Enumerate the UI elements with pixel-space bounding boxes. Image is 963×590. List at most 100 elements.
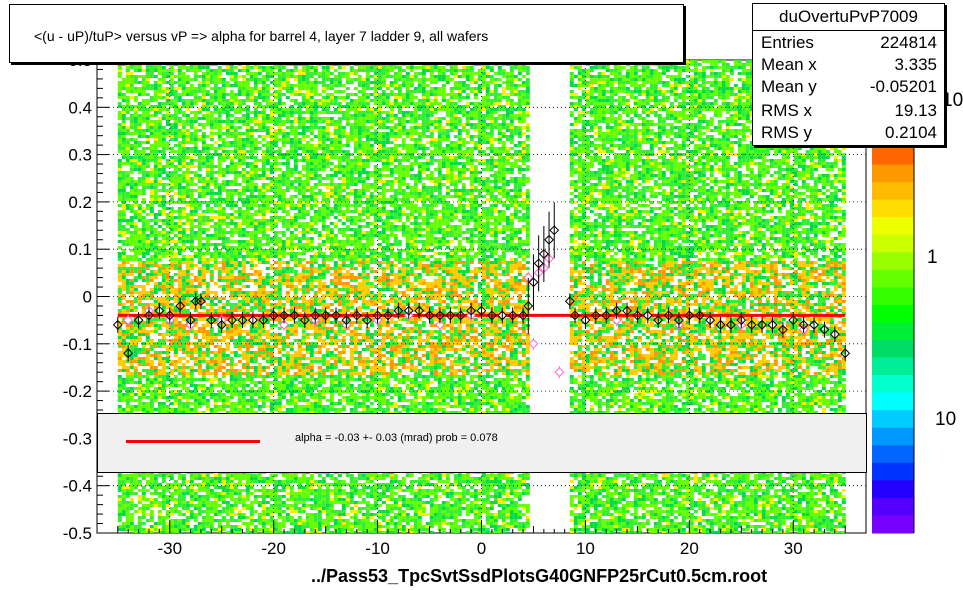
- heatmap-cell: [125, 480, 130, 483]
- heatmap-cell: [157, 249, 162, 252]
- heatmap-cell: [173, 165, 178, 168]
- heatmap-cell: [141, 276, 146, 279]
- heatmap-cell: [265, 222, 270, 225]
- heatmap-cell: [189, 279, 194, 282]
- heatmap-cell: [149, 66, 154, 69]
- heatmap-cell: [129, 528, 134, 531]
- heatmap-cell: [229, 159, 234, 162]
- heatmap-cell: [153, 396, 158, 399]
- heatmap-cell: [225, 504, 230, 507]
- heatmap-cell: [153, 165, 158, 168]
- heatmap-cell: [189, 141, 194, 144]
- heatmap-cell: [177, 369, 182, 372]
- heatmap-cell: [233, 531, 238, 533]
- heatmap-cell: [213, 402, 218, 405]
- heatmap-cell: [181, 363, 186, 366]
- heatmap-cell: [273, 306, 278, 309]
- heatmap-cell: [229, 63, 234, 66]
- heatmap-cell: [265, 75, 270, 78]
- heatmap-cell: [253, 198, 258, 201]
- heatmap-cell: [209, 390, 214, 393]
- heatmap-cell: [165, 219, 170, 222]
- heatmap-cell: [233, 294, 238, 297]
- heatmap-cell: [245, 144, 250, 147]
- heatmap-cell: [253, 369, 258, 372]
- heatmap-cell: [233, 99, 238, 102]
- heatmap-cell: [173, 312, 178, 315]
- heatmap-cell: [193, 102, 198, 105]
- heatmap-cell: [245, 111, 250, 114]
- heatmap-cell: [253, 291, 258, 294]
- heatmap-cell: [209, 507, 214, 510]
- heatmap-cell: [117, 483, 122, 486]
- heatmap-cell: [221, 375, 226, 378]
- heatmap-cell: [173, 114, 178, 117]
- heatmap-cell: [209, 117, 214, 120]
- heatmap-cell: [121, 342, 126, 345]
- heatmap-cell: [237, 303, 242, 306]
- heatmap-cell: [181, 270, 186, 273]
- heatmap-cell: [161, 231, 166, 234]
- heatmap-cell: [241, 69, 246, 72]
- heatmap-cell: [133, 354, 138, 357]
- heatmap-cell: [165, 129, 170, 132]
- heatmap-cell: [217, 183, 222, 186]
- heatmap-cell: [249, 153, 254, 156]
- heatmap-cell: [181, 132, 186, 135]
- heatmap-cell: [161, 132, 166, 135]
- heatmap-cell: [117, 105, 122, 108]
- heatmap-cell: [149, 483, 154, 486]
- heatmap-cell: [217, 531, 222, 533]
- heatmap-cell: [145, 375, 150, 378]
- heatmap-cell: [169, 309, 174, 312]
- heatmap-cell: [265, 519, 270, 522]
- heatmap-cell: [133, 180, 138, 183]
- heatmap-cell: [157, 501, 162, 504]
- heatmap-cell: [137, 180, 142, 183]
- heatmap-cell: [129, 321, 134, 324]
- heatmap-cell: [205, 102, 210, 105]
- heatmap-cell: [133, 255, 138, 258]
- heatmap-cell: [213, 183, 218, 186]
- heatmap-cell: [265, 522, 270, 525]
- heatmap-cell: [189, 240, 194, 243]
- heatmap-cell: [141, 117, 146, 120]
- heatmap-cell: [265, 105, 270, 108]
- heatmap-cell: [121, 120, 126, 123]
- heatmap-cell: [133, 510, 138, 513]
- heatmap-cell: [217, 279, 222, 282]
- heatmap-cell: [265, 312, 270, 315]
- heatmap-cell: [249, 291, 254, 294]
- heatmap-cell: [153, 201, 158, 204]
- heatmap-cell: [277, 348, 282, 351]
- heatmap-cell: [237, 246, 242, 249]
- heatmap-cell: [125, 282, 130, 285]
- heatmap-cell: [149, 390, 154, 393]
- heatmap-cell: [277, 279, 282, 282]
- heatmap-cell: [149, 198, 154, 201]
- heatmap-cell: [269, 360, 274, 363]
- heatmap-cell: [129, 396, 134, 399]
- heatmap-cell: [261, 210, 266, 213]
- heatmap-cell: [217, 237, 222, 240]
- heatmap-cell: [237, 132, 242, 135]
- heatmap-cell: [265, 141, 270, 144]
- heatmap-cell: [221, 267, 226, 270]
- heatmap-cell: [229, 150, 234, 153]
- heatmap-cell: [149, 528, 154, 531]
- heatmap-cell: [161, 102, 166, 105]
- heatmap-cell: [117, 273, 122, 276]
- heatmap-cell: [133, 366, 138, 369]
- heatmap-cell: [145, 78, 150, 81]
- heatmap-cell: [161, 357, 166, 360]
- heatmap-cell: [149, 360, 154, 363]
- heatmap-cell: [121, 396, 126, 399]
- heatmap-cell: [273, 120, 278, 123]
- heatmap-cell: [173, 156, 178, 159]
- heatmap-cell: [277, 177, 282, 180]
- heatmap-cell: [137, 330, 142, 333]
- heatmap-cell: [225, 480, 230, 483]
- heatmap-cell: [121, 411, 126, 414]
- heatmap-cell: [137, 114, 142, 117]
- heatmap-cell: [201, 522, 206, 525]
